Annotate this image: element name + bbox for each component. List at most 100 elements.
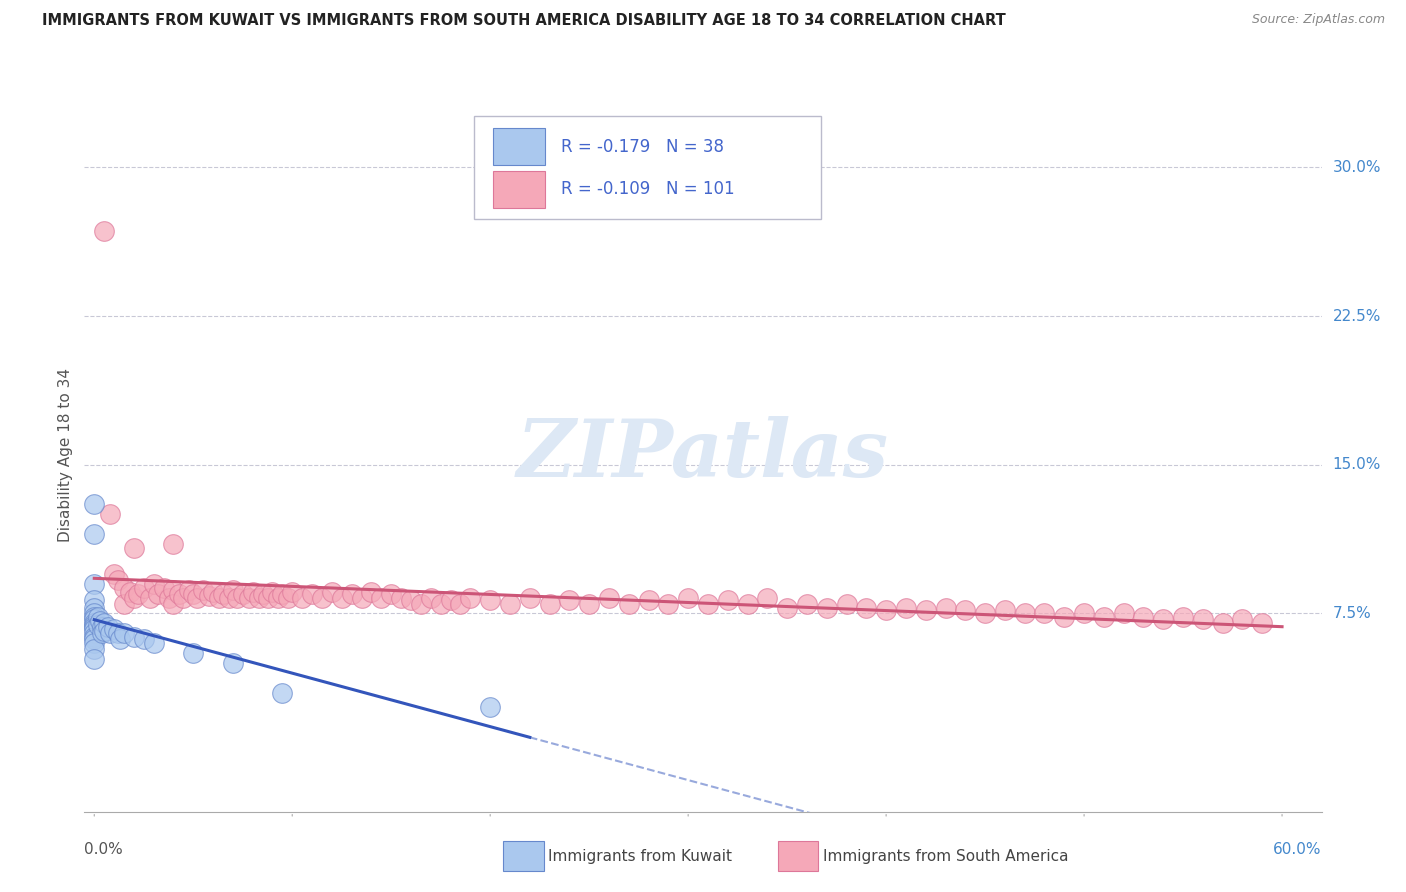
Point <box>360 584 382 599</box>
Point <box>83 576 105 591</box>
Point <box>419 591 441 605</box>
Point <box>247 591 270 605</box>
Point <box>107 573 129 587</box>
Point <box>83 610 105 624</box>
Point <box>222 656 245 670</box>
Point <box>83 607 105 621</box>
Y-axis label: Disability Age 18 to 34: Disability Age 18 to 34 <box>58 368 73 542</box>
Text: R = -0.109   N = 101: R = -0.109 N = 101 <box>561 180 734 198</box>
Point <box>894 600 917 615</box>
Point <box>122 591 145 605</box>
Point <box>93 624 115 639</box>
Point <box>409 597 432 611</box>
Point <box>162 537 184 551</box>
Point <box>257 591 280 605</box>
Point <box>399 592 422 607</box>
Point <box>103 566 125 581</box>
Point <box>1212 616 1234 631</box>
Point <box>598 591 620 605</box>
Point <box>97 620 120 634</box>
Point <box>1092 610 1115 624</box>
Point <box>112 597 135 611</box>
Point <box>91 620 114 634</box>
Point <box>717 592 740 607</box>
Point <box>277 591 299 605</box>
Point <box>186 591 208 605</box>
Point <box>1014 607 1036 621</box>
Point <box>138 591 160 605</box>
Point <box>83 626 105 640</box>
Point <box>558 592 581 607</box>
Point <box>83 636 105 650</box>
Point <box>450 597 472 611</box>
Point <box>934 600 956 615</box>
Point <box>271 587 294 601</box>
Point <box>83 616 105 631</box>
Text: Immigrants from Kuwait: Immigrants from Kuwait <box>548 849 733 863</box>
Point <box>1033 607 1056 621</box>
Point <box>122 541 145 555</box>
Point <box>162 582 184 597</box>
Point <box>198 589 221 603</box>
Point <box>321 584 343 599</box>
Point <box>350 591 373 605</box>
Point <box>1232 612 1254 626</box>
Point <box>218 591 240 605</box>
Point <box>429 597 451 611</box>
Point <box>93 224 115 238</box>
Point <box>252 587 274 601</box>
Point <box>637 592 659 607</box>
Point <box>796 597 818 611</box>
Point <box>83 592 105 607</box>
Point <box>1053 610 1076 624</box>
Point <box>1112 607 1135 621</box>
Point <box>208 591 231 605</box>
Point <box>142 636 165 650</box>
Point <box>83 612 105 626</box>
Point <box>181 587 204 601</box>
Point <box>914 602 936 616</box>
Text: 22.5%: 22.5% <box>1333 309 1381 324</box>
Point <box>262 584 284 599</box>
Point <box>519 591 541 605</box>
Point <box>875 602 897 616</box>
Point <box>756 591 779 605</box>
Point <box>212 587 235 601</box>
Point <box>83 632 105 647</box>
Point <box>994 602 1017 616</box>
Point <box>112 626 135 640</box>
Point <box>697 597 720 611</box>
Point <box>172 591 194 605</box>
Point <box>83 527 105 541</box>
Point <box>281 584 304 599</box>
Point <box>974 607 997 621</box>
Point <box>83 620 105 634</box>
Point <box>98 626 121 640</box>
Point <box>98 508 121 522</box>
Point <box>169 587 191 601</box>
Point <box>340 587 363 601</box>
FancyBboxPatch shape <box>492 128 544 165</box>
Point <box>657 597 679 611</box>
Point <box>83 630 105 644</box>
Point <box>225 591 247 605</box>
Point <box>127 587 149 601</box>
Point <box>152 581 174 595</box>
Point <box>1073 607 1095 621</box>
Text: IMMIGRANTS FROM KUWAIT VS IMMIGRANTS FROM SOUTH AMERICA DISABILITY AGE 18 TO 34 : IMMIGRANTS FROM KUWAIT VS IMMIGRANTS FRO… <box>42 13 1005 29</box>
Text: 15.0%: 15.0% <box>1333 458 1381 473</box>
Point <box>301 587 323 601</box>
Point <box>146 587 169 601</box>
Point <box>499 597 522 611</box>
Point <box>955 602 977 616</box>
Point <box>83 498 105 512</box>
Point <box>439 592 461 607</box>
Point <box>162 597 184 611</box>
Point <box>112 581 135 595</box>
Point <box>737 597 759 611</box>
Point <box>107 626 129 640</box>
Point <box>83 618 105 632</box>
Point <box>267 591 290 605</box>
Point <box>179 582 201 597</box>
Point <box>776 600 799 615</box>
